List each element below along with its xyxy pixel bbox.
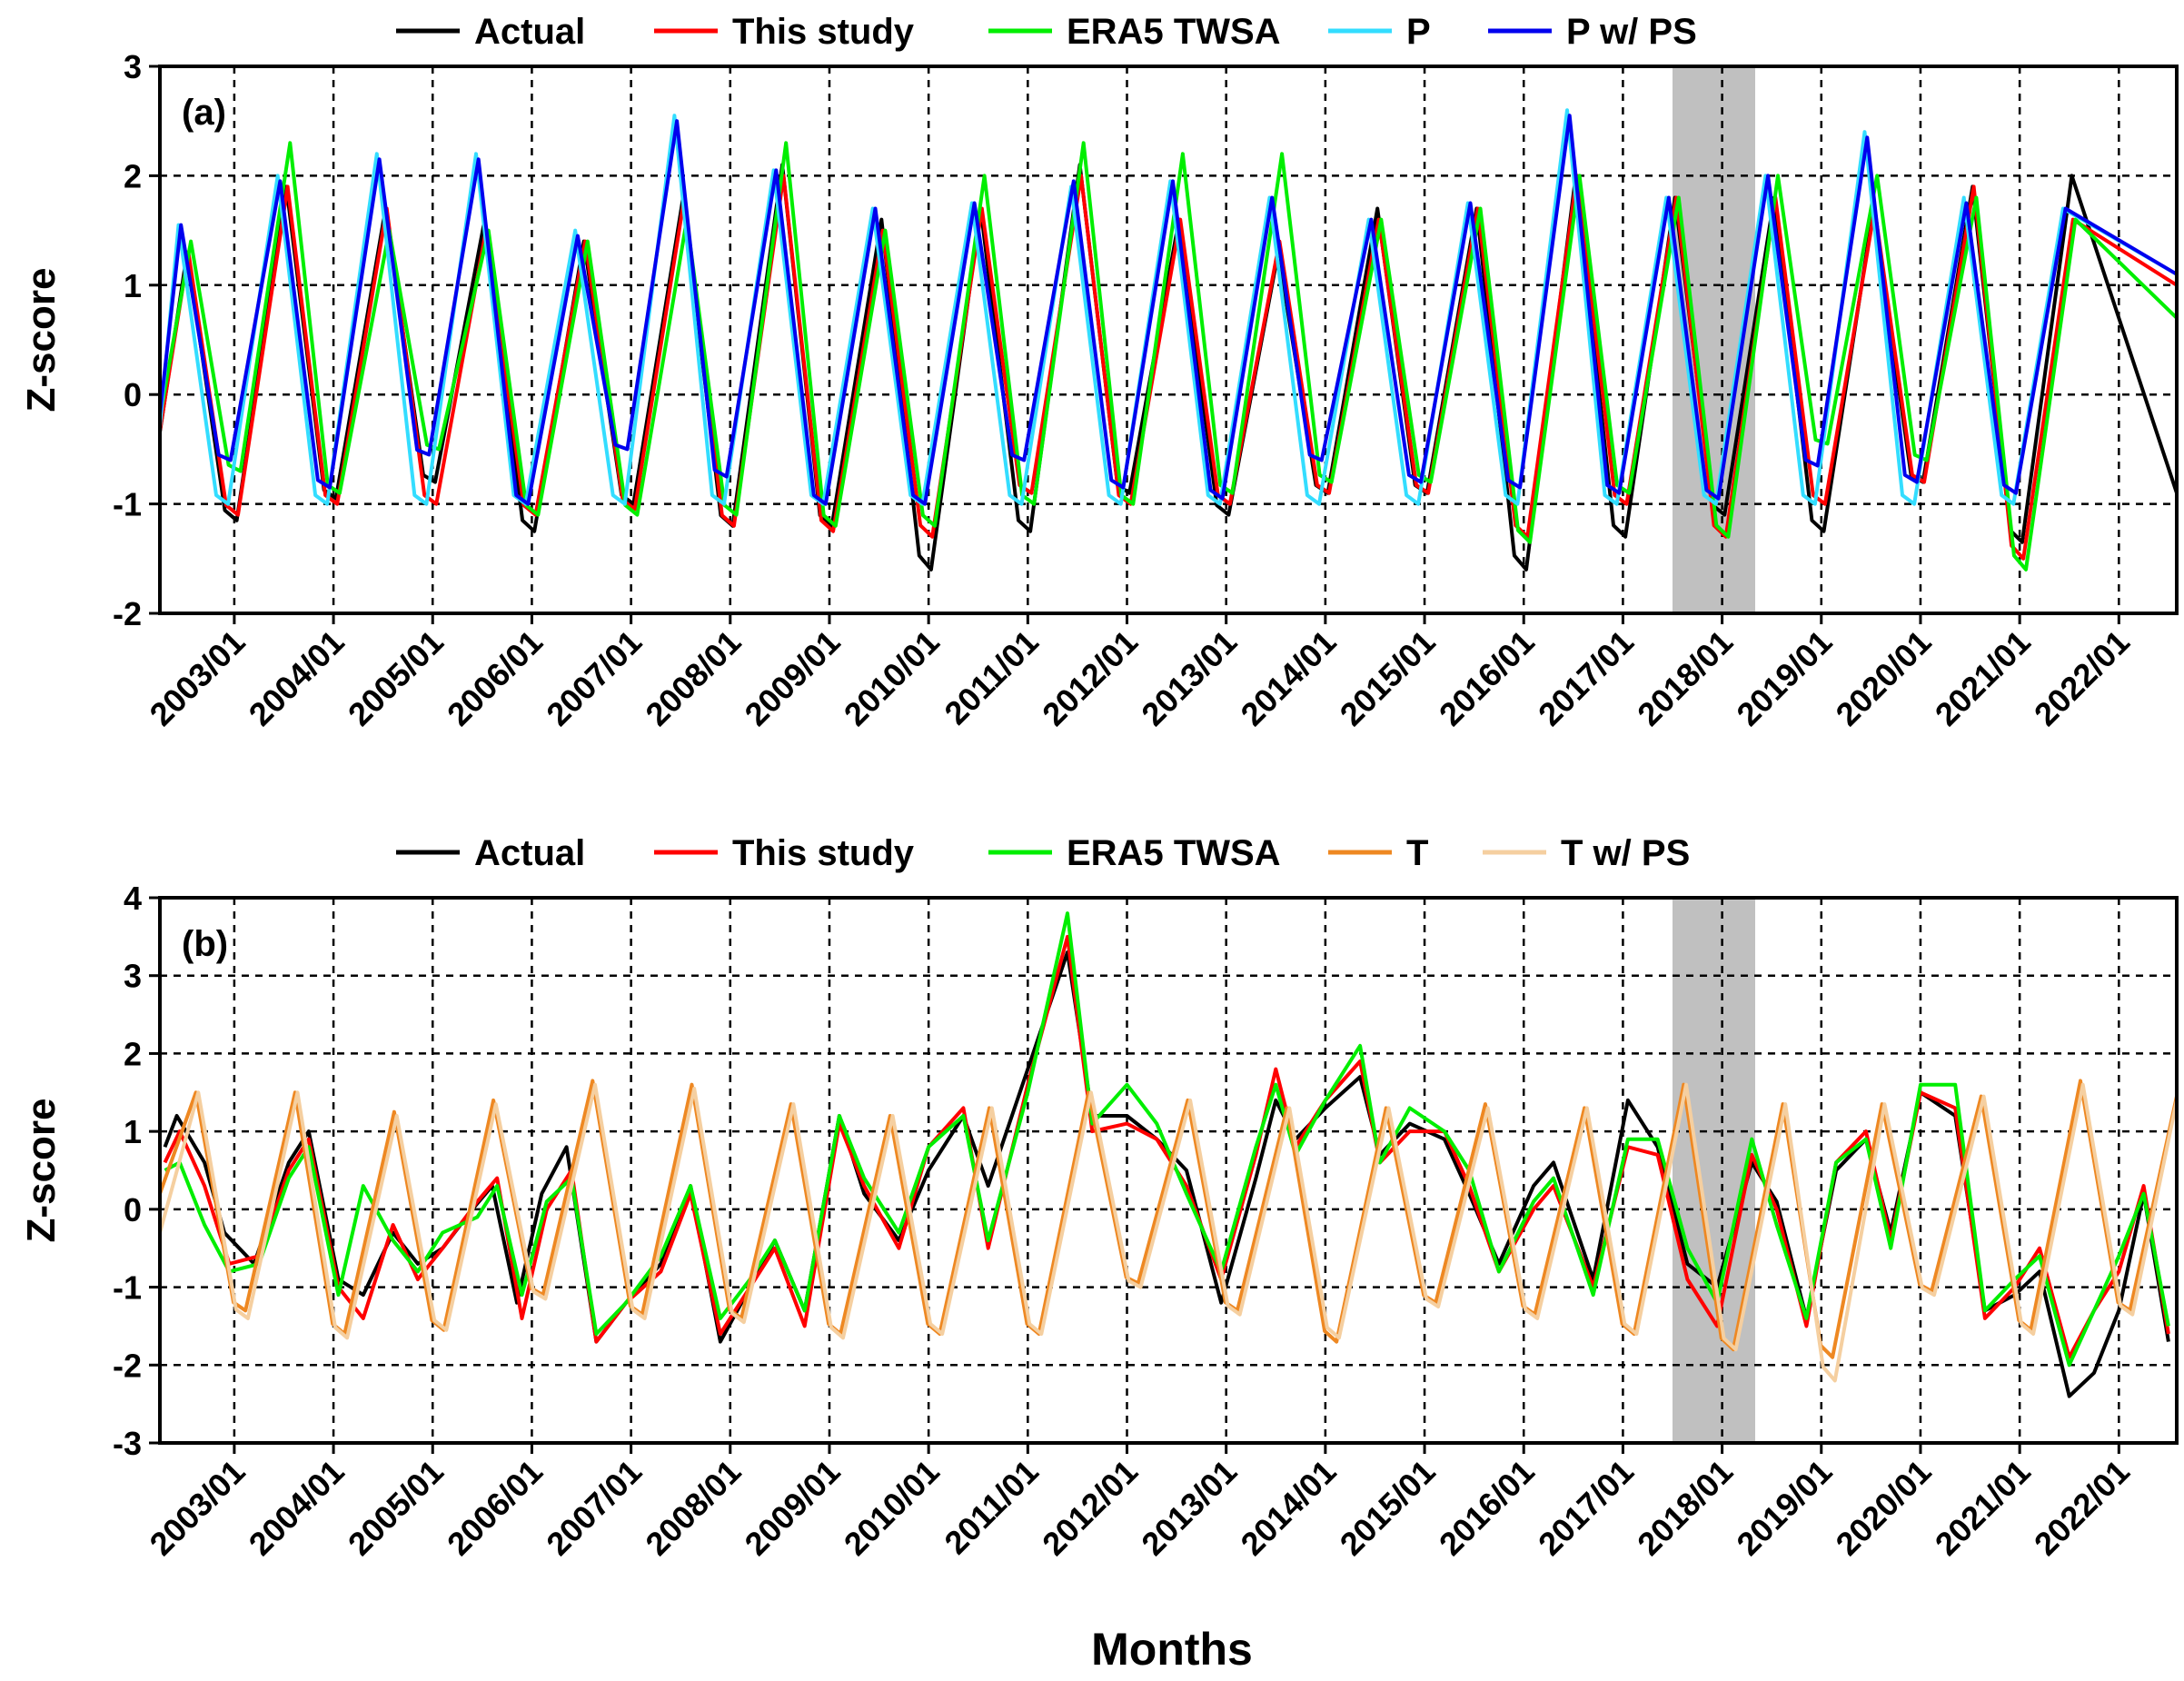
x-tick-label: 2014/01 [1234, 623, 1344, 733]
series-line-t-w-ps [158, 1082, 2179, 1383]
legend-label: P w/ PS [1566, 12, 1697, 52]
y-axis-label: Z-score [19, 1099, 64, 1243]
panel-b: -3-2-1012342003/012004/012005/012006/012… [19, 833, 2179, 1563]
series-line-p [158, 108, 2179, 506]
legend-label: ERA5 TWSA [1067, 12, 1281, 52]
x-tick-label: 2020/01 [1829, 1453, 1939, 1563]
legend-label: Actual [474, 12, 585, 52]
x-tick-label: 2007/01 [539, 1453, 649, 1563]
legend-label: ERA5 TWSA [1067, 833, 1281, 873]
legend-label: T [1406, 833, 1428, 873]
x-tick-label: 2016/01 [1432, 623, 1542, 733]
series-line-era5-twsa [158, 141, 2179, 572]
x-axis-label: Months [1091, 1624, 1253, 1675]
panel-a: -2 -1 0 1 2 3 2003/012004/012005/012006/012007… [19, 12, 2179, 733]
x-tick-label: 2015/01 [1333, 623, 1443, 733]
y-tick-label: 4 [124, 880, 142, 917]
x-tick-label: 2005/01 [341, 623, 451, 733]
series-line-p-w-ps [158, 114, 2179, 506]
x-tick-label: 2013/01 [1134, 1453, 1244, 1563]
y-tick-label: 2 [124, 157, 142, 194]
x-tick-label: 2018/01 [1630, 1453, 1740, 1563]
x-tick-label: 2009/01 [738, 623, 848, 733]
x-tick-label: 2012/01 [1035, 623, 1145, 733]
x-tick-label: 2022/01 [2027, 623, 2137, 733]
x-tick-label: 2016/01 [1432, 1453, 1542, 1563]
x-tick-label: 2020/01 [1829, 623, 1939, 733]
legend-label: P [1406, 12, 1431, 52]
x-tick-label: 2011/01 [937, 623, 1046, 732]
x-tick-label: 2017/01 [1531, 623, 1641, 733]
y-tick-label: -1 [113, 1269, 142, 1307]
legend-label: Actual [474, 833, 585, 873]
panel-label: (b) [182, 924, 228, 964]
legend-label: This study [732, 12, 915, 52]
x-tick-label: 2022/01 [2027, 1453, 2137, 1563]
legend-label: This study [732, 833, 915, 873]
plot-frame [158, 65, 2179, 615]
y-tick-label: 1 [124, 267, 142, 304]
x-tick-label: 2004/01 [242, 1453, 352, 1563]
x-tick-label: 2008/01 [638, 623, 748, 733]
x-tick-label: 2009/01 [738, 1453, 848, 1563]
series-line-this-study [163, 934, 2170, 1359]
y-tick-label: -2 [113, 1347, 142, 1384]
x-tick-label: 2006/01 [440, 623, 550, 733]
x-tick-label: 2003/01 [143, 1453, 253, 1563]
y-tick-label: 0 [124, 376, 142, 413]
x-tick-label: 2010/01 [837, 1453, 947, 1563]
x-tick-label: 2017/01 [1531, 1453, 1641, 1563]
x-tick-label: 2006/01 [440, 1453, 550, 1563]
x-tick-label: 2010/01 [837, 623, 947, 733]
x-tick-label: 2014/01 [1234, 1453, 1344, 1563]
y-tick-label: 0 [124, 1191, 142, 1228]
x-tick-label: 2018/01 [1630, 623, 1740, 733]
x-tick-label: 2015/01 [1333, 1453, 1443, 1563]
x-tick-label: 2005/01 [341, 1453, 451, 1563]
y-tick-label: 3 [124, 958, 142, 995]
x-tick-label: 2011/01 [937, 1453, 1046, 1562]
x-tick-label: 2003/01 [143, 623, 253, 733]
x-tick-label: 2021/01 [1928, 1453, 2038, 1563]
x-tick-label: 2007/01 [539, 623, 649, 733]
y-tick-label: -3 [113, 1425, 142, 1462]
plot-frame [158, 896, 2179, 1445]
y-tick-label: 2 [124, 1035, 142, 1072]
x-tick-label: 2012/01 [1035, 1453, 1145, 1563]
panel-label: (a) [182, 93, 226, 133]
x-tick-label: 2004/01 [242, 623, 352, 733]
x-tick-label: 2008/01 [638, 1453, 748, 1563]
y-tick-label: -1 [113, 486, 142, 523]
x-tick-label: 2019/01 [1729, 623, 1839, 733]
legend: Actual This study ERA5 TWSA T T w/ PS [396, 833, 1690, 873]
y-tick-label: 3 [124, 48, 142, 85]
x-tick-label: 2019/01 [1729, 1453, 1839, 1563]
y-axis-label: Z-score [19, 268, 64, 413]
legend: Actual This study ERA5 TWSA P P w/ PS [396, 12, 1697, 52]
legend-label: T w/ PS [1561, 833, 1690, 873]
shaded-period [1673, 898, 1755, 1443]
y-tick-label: -2 [113, 595, 142, 632]
x-tick-label: 2013/01 [1134, 623, 1244, 733]
x-tick-label: 2021/01 [1928, 623, 2038, 733]
y-tick-label: 1 [124, 1113, 142, 1150]
